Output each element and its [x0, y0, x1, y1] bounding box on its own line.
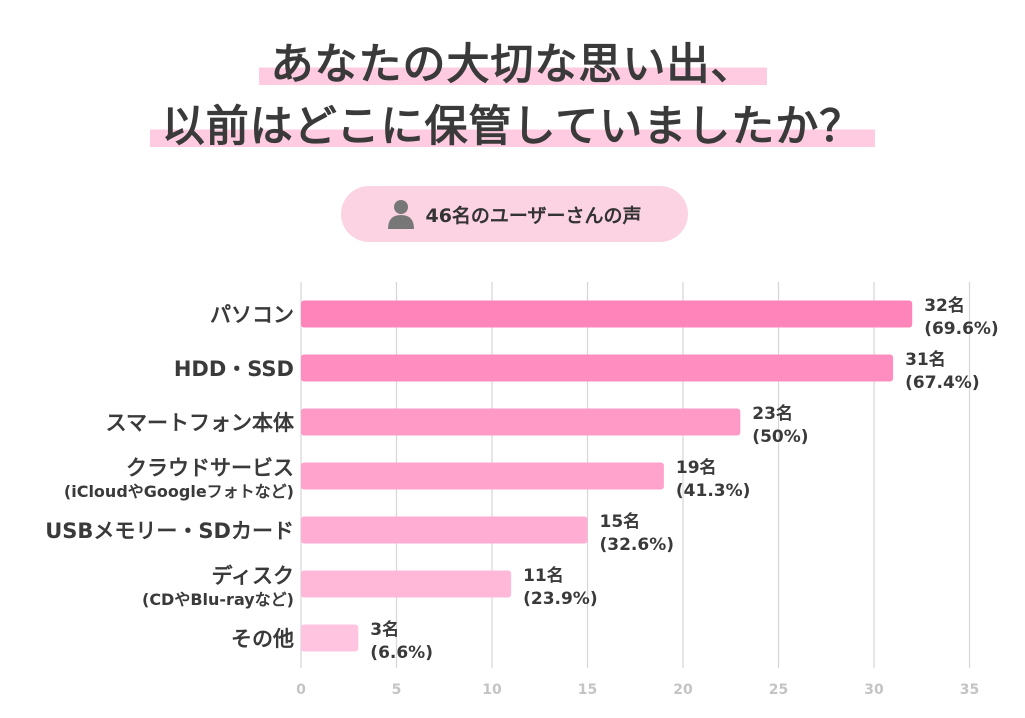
x-tick-label: 10: [482, 682, 502, 698]
category-label: HDD・SSD: [174, 357, 294, 381]
data-label-percent: (67.4%): [905, 373, 980, 393]
data-label-count: 31名: [905, 349, 946, 370]
x-tick-label: 5: [392, 682, 402, 698]
bar: [301, 408, 741, 436]
data-label-percent: (69.6%): [924, 319, 999, 339]
chart-title-line-2: 以前はどこに保管していましたか？: [0, 92, 1025, 154]
category-label: USBメモリー・SDカード: [45, 519, 294, 543]
x-tick-label: 15: [578, 682, 597, 698]
data-label-count: 19名: [676, 457, 717, 478]
x-tick-label: 0: [296, 682, 306, 698]
data-label-percent: (23.9%): [523, 589, 598, 609]
person-icon: [388, 200, 415, 229]
category-label: スマートフォン本体: [106, 411, 295, 435]
bar: [301, 570, 512, 598]
respondent-count-text: 46名のユーザーさんの声: [425, 204, 642, 227]
category-label: ディスク: [211, 564, 294, 588]
data-label-count: 32名: [924, 295, 965, 316]
data-label-count: 15名: [600, 511, 641, 532]
category-label: クラウドサービス: [126, 456, 294, 480]
bar: [301, 300, 913, 328]
respondent-badge: 46名のユーザーさんの声: [341, 186, 688, 242]
category-sublabel: (CDやBlu-rayなど): [142, 590, 294, 609]
category-label: パソコン: [210, 303, 294, 327]
bar: [301, 516, 588, 544]
category-sublabel: (iCloudやGoogleフォトなど): [64, 482, 294, 501]
data-label-count: 11名: [523, 565, 564, 586]
category-label: その他: [231, 627, 294, 651]
title-line-2-text: 以前はどこに保管していましたか？: [149, 102, 876, 152]
data-label-percent: (41.3%): [676, 481, 751, 501]
x-tick-label: 30: [864, 682, 884, 698]
x-tick-label: 20: [673, 682, 693, 698]
data-label-percent: (6.6%): [370, 643, 433, 663]
bar: [301, 624, 359, 652]
bar: [301, 462, 664, 490]
data-label-count: 23名: [752, 403, 793, 424]
data-label-count: 3名: [370, 619, 399, 640]
chart-title-line-1: あなたの大切な思い出、: [0, 30, 1025, 92]
bar-chart: 0 5 10 15 20 25 30 35 パソコン 32名 (69.6%) HDD・SSD 31名 (6…: [45, 282, 999, 698]
x-tick-label: 25: [769, 682, 788, 698]
data-label-percent: (50%): [752, 427, 808, 447]
x-tick-label: 35: [960, 682, 979, 698]
title-line-1-text: あなたの大切な思い出、: [258, 40, 767, 90]
data-label-percent: (32.6%): [600, 535, 675, 555]
bar: [301, 354, 894, 382]
